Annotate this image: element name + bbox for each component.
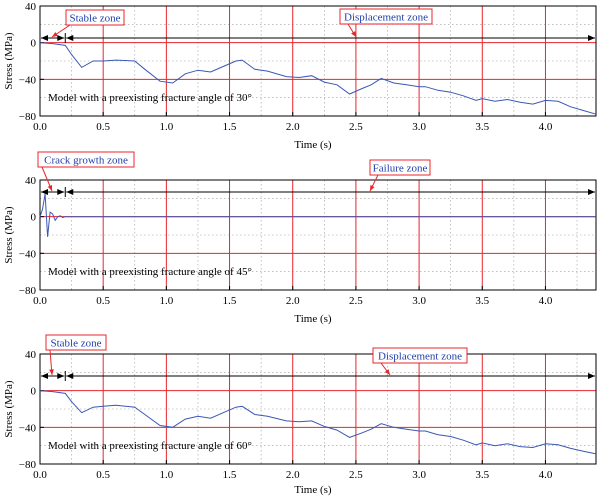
x-tick-label: 0.0: [33, 121, 47, 133]
x-tick-label: 1.0: [159, 121, 173, 133]
x-tick-label: 1.5: [223, 295, 237, 307]
x-tick-label: 3.0: [412, 295, 426, 307]
x-tick-label: 4.0: [539, 469, 553, 481]
x-tick-label: 3.0: [412, 469, 426, 481]
x-axis-label: Time (s): [294, 139, 332, 151]
x-tick-label: 0.0: [33, 295, 47, 307]
zone-arrowhead-right: [588, 189, 595, 195]
stress-series-line: [39, 42, 597, 115]
stress-series-line: [39, 193, 596, 237]
x-tick-label: 3.0: [412, 121, 426, 133]
panel-annotation: Model with a preexisting fracture angle …: [48, 440, 252, 452]
zone-arrowhead-right: [588, 373, 595, 379]
x-tick-label: 2.0: [286, 469, 300, 481]
zone-arrowhead-left: [66, 189, 74, 195]
y-tick-label: 0: [31, 212, 37, 224]
x-axis-label: Time (s): [294, 313, 332, 325]
y-tick-label: 40: [25, 1, 37, 13]
zone-label: Crack growth zone: [44, 155, 128, 167]
zone-arrowhead-left: [41, 35, 48, 41]
zone-label-box: [369, 159, 431, 176]
zone-arrowhead-right: [57, 373, 65, 379]
x-tick-label: 2.0: [286, 295, 300, 307]
x-tick-label: 0.5: [96, 469, 110, 481]
y-tick-label: 40: [25, 349, 37, 361]
x-tick-label: 1.0: [159, 469, 173, 481]
x-tick-label: 3.5: [475, 469, 489, 481]
y-axis-label: Stress (MPa): [3, 380, 15, 437]
zone-arrowhead-left: [66, 373, 74, 379]
zone-pointer-head: [351, 31, 356, 37]
zone-arrowhead-left: [66, 35, 74, 41]
x-tick-label: 4.0: [539, 295, 553, 307]
zone-pointer-head: [47, 185, 53, 191]
zone-label: Stable zone: [69, 13, 120, 25]
x-tick-label: 4.0: [539, 121, 553, 133]
x-tick-label: 2.5: [349, 295, 363, 307]
panel-annotation: Model with a preexisting fracture angle …: [48, 92, 252, 104]
zone-pointer-head: [49, 369, 54, 375]
zone-label-box: [37, 151, 135, 168]
y-axis-label: Stress (MPa): [3, 206, 15, 263]
panel-2: 40 0 −40 −800.0 0.5 1.0 1.5 2.0 2.5 3.0 3.5 4.0 Time…: [3, 151, 597, 325]
x-axis-label: Time (s): [294, 484, 332, 496]
x-tick-label: 1.5: [223, 469, 237, 481]
zone-pointer-head: [52, 31, 58, 37]
y-axis-label: Stress (MPa): [3, 32, 15, 89]
zone-label-box: [65, 9, 125, 26]
zone-arrowhead-right: [57, 189, 65, 195]
zone-arrowhead-right: [588, 35, 595, 41]
panel-1: 40 0 −40 −800.0 0.5 1.0 1.5 2.0 2.5 3.0 3.5 4.0 Time…: [3, 1, 597, 151]
x-tick-label: 2.5: [349, 469, 363, 481]
x-tick-label: 2.5: [349, 121, 363, 133]
x-tick-label: 0.5: [96, 295, 110, 307]
y-tick-label: −80: [19, 459, 37, 471]
zone-label-box: [45, 334, 107, 351]
zone-label: Displacement zone: [344, 12, 428, 24]
zone-arrowhead-right: [57, 35, 65, 41]
zone-arrowhead-left: [41, 373, 48, 379]
zone-arrowhead-left: [41, 189, 48, 195]
x-tick-label: 1.5: [223, 121, 237, 133]
y-tick-label: −40: [19, 74, 37, 86]
x-tick-label: 2.0: [286, 121, 300, 133]
y-tick-label: 0: [31, 38, 37, 50]
zone-label: Stable zone: [50, 338, 101, 350]
plot-frame: [39, 5, 597, 117]
zone-label-box: [372, 347, 468, 364]
y-tick-label: −40: [19, 422, 37, 434]
zone-label: Displacement zone: [378, 351, 462, 363]
x-tick-label: 1.0: [159, 295, 173, 307]
zone-pointer-head: [370, 185, 375, 191]
y-tick-label: −40: [19, 248, 37, 260]
panel-3: 40 0 −40 −800.0 0.5 1.0 1.5 2.0 2.5 3.0 3.5 4.0 Time…: [3, 334, 597, 496]
stress-series-line: [39, 390, 597, 455]
zone-pointer-head: [384, 369, 390, 375]
x-tick-label: 0.5: [96, 121, 110, 133]
plot-frame: [39, 179, 597, 291]
panel-annotation: Model with a preexisting fracture angle …: [48, 266, 252, 278]
x-tick-label: 3.5: [475, 121, 489, 133]
x-tick-label: 3.5: [475, 295, 489, 307]
plot-frame: [39, 353, 597, 465]
x-tick-label: 0.0: [33, 469, 47, 481]
zone-label-box: [339, 8, 433, 25]
y-tick-label: 40: [25, 175, 37, 187]
y-tick-label: −80: [19, 111, 37, 123]
y-tick-label: −80: [19, 285, 37, 297]
zone-label: Failure zone: [373, 163, 428, 175]
y-tick-label: 0: [31, 386, 37, 398]
